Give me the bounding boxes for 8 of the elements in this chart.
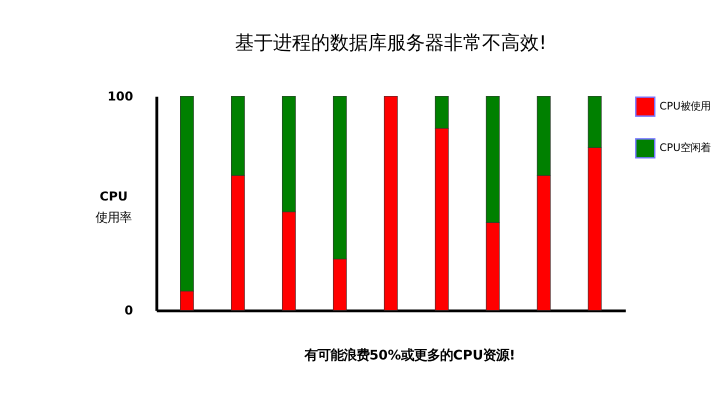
y-axis-title: CPU 使用率 (96, 190, 132, 225)
text: 有可能浪费50%或更多的CPU资源! (303, 348, 516, 364)
chart-title: 基于进程的数据库服务器非常不高效! (235, 32, 547, 54)
legend-label: CPU空闲着 (659, 142, 711, 154)
y-tick-label: 0 (124, 304, 134, 318)
y-tick-label: 100 (107, 90, 134, 104)
bar (384, 96, 398, 311)
legend-label: CPU被使用 (659, 100, 711, 113)
